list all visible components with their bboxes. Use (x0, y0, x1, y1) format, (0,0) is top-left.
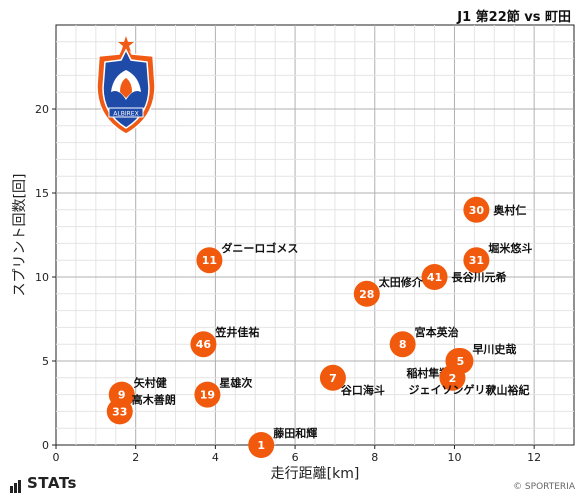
stats-brand-text: STATs (27, 474, 77, 492)
player-marker (190, 331, 217, 358)
player-name-label: 宮本英治 (415, 325, 459, 339)
player-number: 11 (202, 254, 217, 267)
player-number: 41 (427, 271, 442, 284)
club-crest-logo: ALBIREX (96, 36, 156, 135)
y-tick-label: 15 (35, 187, 49, 200)
match-title: J1 第22節 vs 町田 (457, 10, 571, 25)
y-tick-label: 0 (42, 439, 49, 452)
player-name-label: 奥村仁 (492, 203, 526, 217)
player-marker (463, 247, 490, 274)
player-number: 8 (399, 338, 407, 351)
player-point: 2 秋山裕紀 (439, 364, 529, 397)
player-number: 19 (200, 389, 215, 402)
x-tick-label: 12 (527, 451, 541, 464)
player-number: 33 (112, 405, 127, 418)
player-number: 30 (469, 204, 485, 217)
player-marker (248, 432, 275, 458)
player-name-label: 矢村健 (134, 376, 168, 390)
player-marker (194, 381, 221, 408)
player-name-label: 秋山裕紀 (485, 383, 529, 397)
player-name-label: ジェイソンゲリア (408, 383, 496, 397)
player-marker (106, 398, 133, 425)
x-axis-label: 走行距離[km] (271, 465, 360, 482)
x-tick-label: 6 (292, 451, 299, 464)
player-name-label: 笠井佳祐 (214, 325, 259, 339)
y-axis-label: スプリント回数[回] (12, 174, 28, 297)
player-name-label: 谷口海斗 (341, 383, 385, 397)
player-number: 28 (359, 288, 374, 301)
y-tick-label: 5 (42, 355, 49, 368)
player-number: 2 (449, 372, 457, 385)
stats-bars-icon (10, 475, 22, 493)
x-tick-label: 10 (447, 451, 461, 464)
x-tick-label: 0 (53, 451, 60, 464)
player-point: 30 奥村仁 (463, 196, 526, 223)
player-marker (353, 280, 380, 307)
player-name-label: 太田修介 (378, 275, 424, 289)
player-point: 41 長谷川元希 (421, 264, 507, 290)
player-point: 1 藤田和輝 (248, 426, 317, 458)
stats-logo: STATs (10, 474, 77, 493)
x-tick-label: 2 (132, 451, 139, 464)
player-number: 7 (329, 372, 337, 385)
player-number: 31 (469, 254, 484, 267)
player-point: 31 堀米悠斗 (463, 241, 532, 274)
player-name-label: 稲村隼翔 (406, 366, 450, 380)
player-point: 7 谷口海斗 (319, 364, 385, 397)
player-point: 28 太田修介 (353, 275, 424, 307)
x-tick-label: 8 (371, 451, 378, 464)
player-marker (196, 247, 223, 274)
x-tick-label: 4 (212, 451, 219, 464)
y-tick-label: 20 (35, 103, 49, 116)
player-name-label: 早川史哉 (472, 342, 516, 356)
player-marker (319, 364, 346, 391)
copyright-text: © SPORTERIA (513, 482, 575, 492)
player-point: 19 星雄次 (194, 376, 252, 408)
player-name-label: 高木善朗 (132, 392, 176, 406)
player-point: 33 高木善朗 (106, 392, 176, 425)
player-number: 1 (257, 439, 265, 452)
player-name-label: 星雄次 (219, 376, 252, 390)
player-marker (439, 364, 466, 391)
player-point: 8 宮本英治 (389, 325, 459, 358)
player-number: 9 (118, 389, 126, 402)
player-point: 5 早川史哉 (447, 342, 516, 374)
player-name-label: ダニーロゴメス (221, 241, 298, 255)
player-point: 11 ダニーロゴメス (196, 241, 298, 274)
player-point: ジェイソンゲリア (408, 383, 496, 397)
player-number: 46 (196, 338, 212, 351)
player-name-label: 藤田和輝 (273, 426, 317, 440)
y-tick-label: 10 (35, 271, 49, 284)
player-marker (463, 196, 490, 223)
player-name-label: 長谷川元希 (452, 270, 507, 284)
player-marker (421, 264, 448, 290)
player-name-label: 堀米悠斗 (488, 241, 532, 255)
player-marker (389, 331, 416, 358)
player-number: 5 (457, 355, 465, 368)
crest-wordmark: ALBIREX (113, 111, 138, 118)
